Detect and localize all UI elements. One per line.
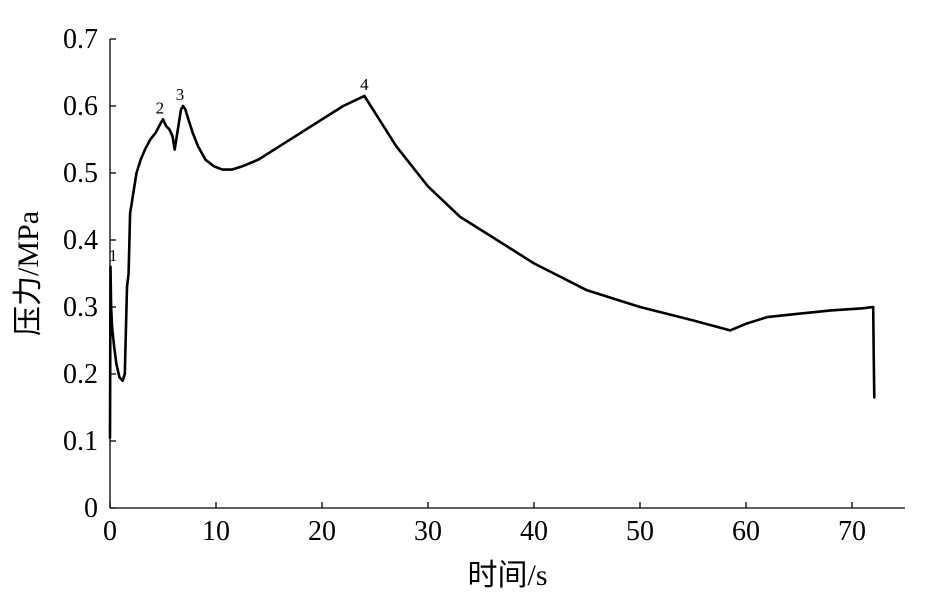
x-tick-label: 0 xyxy=(103,516,117,547)
point-annotation: 2 xyxy=(156,98,165,117)
x-tick-label: 60 xyxy=(732,516,760,547)
series-lines xyxy=(108,94,876,439)
point-annotation: 4 xyxy=(360,75,369,94)
y-tick-label: 0 xyxy=(84,493,98,524)
x-tick-label: 30 xyxy=(414,516,442,547)
x-tick-label: 20 xyxy=(308,516,336,547)
axes xyxy=(109,38,905,509)
point-annotation: 3 xyxy=(176,85,185,104)
x-tick-label: 10 xyxy=(202,516,230,547)
y-tick-label: 0.6 xyxy=(63,91,98,122)
x-axis-title: 时间/s xyxy=(467,559,547,592)
y-tick-label: 0.2 xyxy=(63,359,98,390)
point-annotation: 1 xyxy=(109,246,118,265)
y-tick-label: 0.4 xyxy=(63,225,98,256)
y-tick-label: 0.3 xyxy=(63,292,98,323)
annotations: 1 23 4 xyxy=(109,75,369,265)
x-tick-label: 70 xyxy=(838,516,866,547)
tick-labels: 0 0.1 0.2 0.3 0.4 0.5 0.6 0.7 0 10 20 30 40 50 60 70 xyxy=(63,24,866,547)
x-tick-label: 50 xyxy=(626,516,654,547)
y-tick-label: 0.7 xyxy=(63,24,98,55)
x-tick-label: 40 xyxy=(520,516,548,547)
y-tick-label: 0.5 xyxy=(63,158,98,189)
series-line xyxy=(108,94,876,439)
y-axis-title: 压力/MPa xyxy=(12,211,45,336)
y-tick-label: 0.1 xyxy=(63,426,98,457)
